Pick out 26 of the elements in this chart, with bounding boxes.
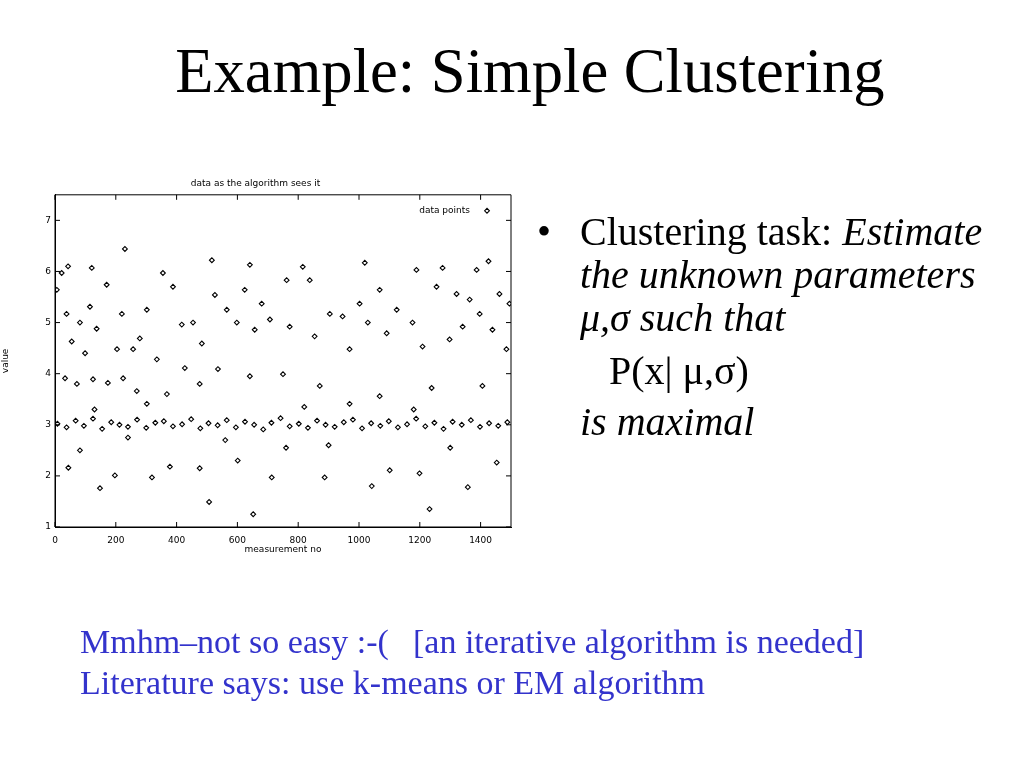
y-tick-label: 2 (45, 470, 51, 481)
x-tick-label: 200 (107, 534, 125, 545)
chart-title: Example: Simple Clustering (174, 35, 886, 107)
x-axis-title: measurement no (244, 543, 322, 554)
y-tick-label: 3 (45, 419, 51, 430)
text: Mmhm–not so easy :-( [an iterative algorithm is needed] (80, 622, 865, 662)
text: • (537, 209, 552, 254)
chart-subtitle: data as the algorithm sees it (190, 177, 321, 188)
y-tick-label: 4 (45, 368, 52, 379)
x-tick-label: 1200 (408, 534, 432, 545)
x-tick-label: 1400 (469, 534, 493, 545)
y-tick-label: 1 (45, 521, 51, 532)
legend-label: data points (419, 205, 471, 216)
x-tick-label: 0 (52, 534, 59, 545)
text: Clustering task: Estimate the unknown parameters μ,σ such that (580, 209, 983, 340)
text: is maximal (580, 399, 755, 444)
y-tick-label: 5 (45, 316, 51, 327)
y-tick-label: 7 (45, 214, 51, 225)
x-tick-label: 600 (228, 534, 247, 545)
y-axis-title: value (0, 348, 10, 374)
text: P(x| μ,σ) (609, 348, 749, 393)
text: Literature says: use k-means or EM algorithm (80, 663, 706, 703)
x-tick-label: 1000 (347, 534, 371, 545)
x-tick-label: 800 (289, 534, 308, 545)
x-tick-label: 400 (168, 534, 186, 545)
y-tick-label: 6 (45, 265, 52, 276)
